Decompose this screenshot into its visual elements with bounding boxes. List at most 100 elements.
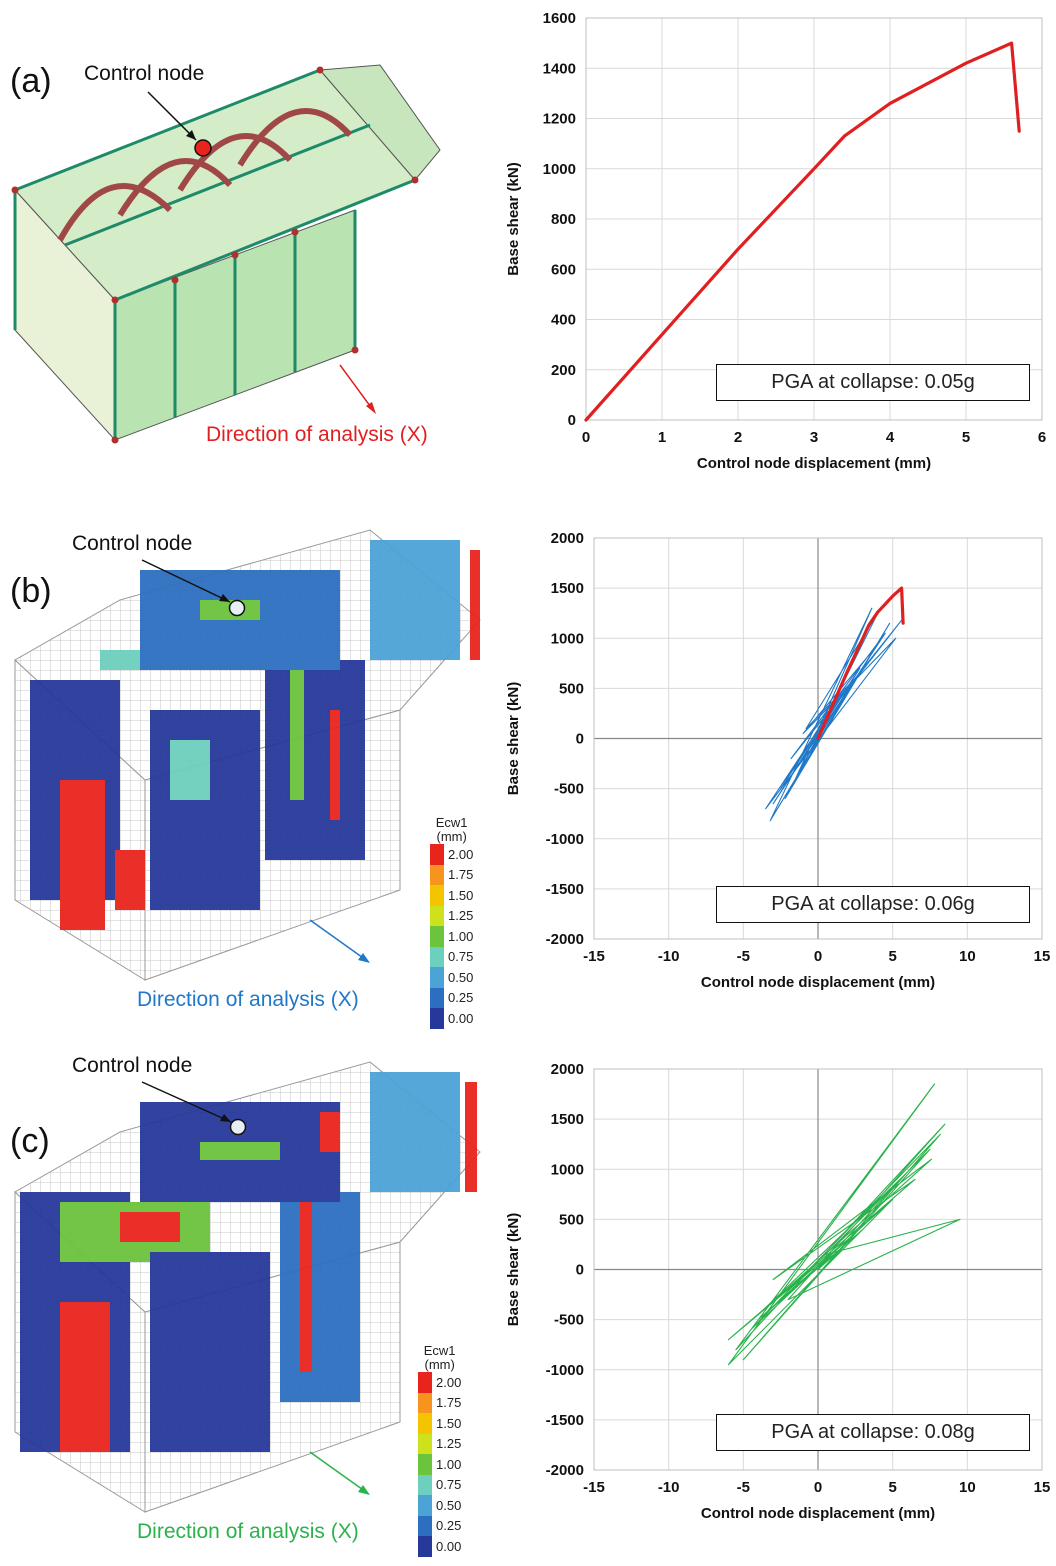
pushover-curve xyxy=(816,586,905,741)
control-node-marker-a xyxy=(194,139,212,157)
y-tick-label: 500 xyxy=(559,680,584,697)
x-tick-label: 0 xyxy=(582,429,590,446)
y-tick-label: -2000 xyxy=(546,1462,584,1479)
legend-rows-c: 2.00 1.75 1.50 1.25 1.00 0.75 0.50 0.25 0.00 xyxy=(418,1372,461,1557)
x-tick-label: 3 xyxy=(810,429,818,446)
x-tick-label: 0 xyxy=(814,948,822,965)
legend-swatch xyxy=(418,1474,432,1495)
legend-row: 1.25 xyxy=(418,1433,461,1454)
legend-swatch xyxy=(418,1515,432,1536)
legend-row: 0.75 xyxy=(430,946,473,967)
y-axis-label: Base shear (kN) xyxy=(505,682,522,795)
y-tick-label: 200 xyxy=(551,362,576,379)
legend-row: 0.50 xyxy=(430,967,473,988)
panel-label-b: (b) xyxy=(10,572,52,610)
y-tick-label: 500 xyxy=(559,1211,584,1228)
y-tick-label: 0 xyxy=(568,412,576,429)
chart-a-svg: 0 1 2 3 4 5 6 0 200 400 600 800 1000 1200 1400 1600 Cont… xyxy=(505,10,1046,472)
legend-swatch xyxy=(430,967,444,988)
pushover-curve xyxy=(584,41,1021,422)
y-axis-label: Base shear (kN) xyxy=(505,162,522,275)
x-tick-label: -10 xyxy=(658,948,680,965)
legend-title-c: Ecw1 xyxy=(423,1343,456,1358)
y-tick-label: -1500 xyxy=(546,1412,584,1429)
legend-row: 0.25 xyxy=(430,987,474,1008)
x-tick-label: 1 xyxy=(658,429,666,446)
legend-row: 1.00 xyxy=(418,1454,461,1475)
y-tick-label: 0 xyxy=(576,1262,584,1279)
panel-a: (a) Control node Direction of analysis (… xyxy=(0,0,1056,500)
control-node-marker-b xyxy=(228,599,246,617)
legend-row: 1.50 xyxy=(430,885,473,906)
legend-value: 1.50 xyxy=(436,1415,462,1431)
y-tick-label: -1000 xyxy=(546,1362,584,1379)
legend-value: 0.25 xyxy=(448,990,474,1006)
damage-patches-b xyxy=(30,540,480,930)
model-a: (a) Control node Direction of analysis (… xyxy=(0,0,500,500)
legend-swatch xyxy=(418,1433,432,1454)
y-tick-label: -500 xyxy=(554,781,584,798)
control-node-pointer-b xyxy=(141,559,231,603)
pga-box-b: PGA at collapse: 0.06g xyxy=(716,886,1030,923)
control-node-label-b: Control node xyxy=(72,532,193,555)
control-node-label-c: Control node xyxy=(72,1054,193,1077)
legend-swatch xyxy=(418,1495,432,1516)
legend-value: 1.25 xyxy=(448,908,474,924)
control-node-pointer-c xyxy=(141,1081,232,1123)
legend-swatch xyxy=(430,946,444,967)
y-tick-label: -2000 xyxy=(546,931,584,948)
legend-value: 0.25 xyxy=(436,1518,462,1534)
y-tick-label: 600 xyxy=(551,261,576,278)
y-tick-label: 1400 xyxy=(543,60,576,77)
x-tick-label: -15 xyxy=(583,948,605,965)
legend-swatch xyxy=(418,1413,432,1434)
legend-swatch xyxy=(430,987,444,1008)
legend-row: 1.75 xyxy=(418,1392,462,1413)
model-c: (c) Control node Direction of analysis (… xyxy=(0,1042,500,1561)
x-tick-label: -10 xyxy=(658,1479,680,1496)
direction-arrow-a xyxy=(339,364,374,411)
direction-label-b: Direction of analysis (X) xyxy=(137,988,359,1011)
legend-value: 1.50 xyxy=(448,887,474,903)
control-node-pointer-a xyxy=(147,91,197,141)
legend-swatch xyxy=(430,844,444,865)
legend-swatch xyxy=(430,926,444,947)
chart-a: 0 1 2 3 4 5 6 0 200 400 600 800 1000 1200 1400 1600 Cont… xyxy=(490,0,1050,500)
panel-c: (c) Control node Direction of analysis (… xyxy=(0,1042,1056,1561)
y-tick-label: 1200 xyxy=(543,111,576,128)
x-tick-label: 5 xyxy=(888,1479,896,1496)
legend-row: 1.75 xyxy=(430,864,474,885)
y-tick-label: 1000 xyxy=(543,161,576,178)
pga-box-a: PGA at collapse: 0.05g xyxy=(716,364,1030,401)
legend-c: Ecw1 (mm) 2.00 1.75 1.50 1.25 1.00 0.75 0.50 0.… xyxy=(418,1344,461,1557)
x-tick-label: 15 xyxy=(1034,948,1051,965)
x-tick-label: 5 xyxy=(962,429,970,446)
legend-row: 1.50 xyxy=(418,1413,461,1434)
legend-swatch xyxy=(418,1454,432,1475)
y-tick-label: 0 xyxy=(576,731,584,748)
legend-row: 0.75 xyxy=(418,1474,461,1495)
x-tick-label: 4 xyxy=(886,429,895,446)
legend-value: 1.75 xyxy=(436,1395,462,1411)
legend-value: 2.00 xyxy=(436,1374,462,1390)
legend-title-b: Ecw1 xyxy=(435,815,468,830)
y-tick-label: 1500 xyxy=(551,1111,584,1128)
y-tick-label: 400 xyxy=(551,312,576,329)
legend-swatch xyxy=(430,885,444,906)
legend-value: 2.00 xyxy=(448,846,474,862)
x-tick-label: -15 xyxy=(583,1479,605,1496)
legend-value: 1.75 xyxy=(448,867,474,883)
chart-c: -15 -10 -5 0 5 10 15 -2000 -1500 -1000 -500 0 500 100… xyxy=(490,1042,1050,1561)
y-tick-label: -500 xyxy=(554,1312,584,1329)
legend-row: 1.25 xyxy=(430,905,474,926)
legend-swatch xyxy=(418,1392,432,1413)
y-tick-label: 800 xyxy=(551,211,576,228)
legend-value: 0.50 xyxy=(448,969,474,985)
x-tick-label: 10 xyxy=(959,948,976,965)
y-axis-label: Base shear (kN) xyxy=(505,1213,522,1326)
legend-row: 0.00 xyxy=(430,1008,473,1029)
direction-arrow-b xyxy=(309,919,367,961)
y-tick-label: 1000 xyxy=(551,630,584,647)
x-axis-label: Control node displacement (mm) xyxy=(701,1505,935,1522)
y-tick-label: -1000 xyxy=(546,831,584,848)
